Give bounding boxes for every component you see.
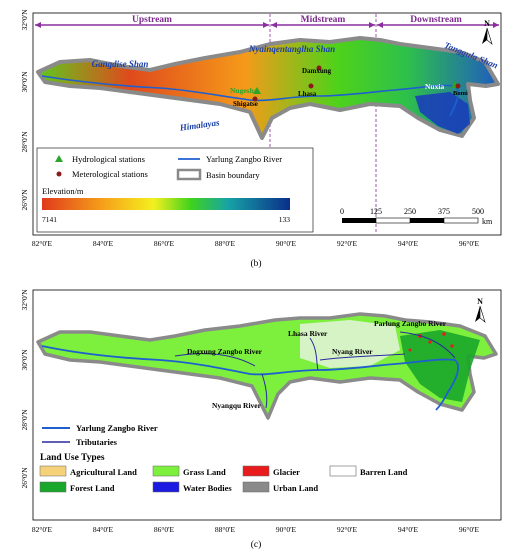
river-dogxung-label: Dogxung Zangbo River: [187, 347, 263, 356]
region-upstream-label: Upstream: [132, 15, 172, 25]
lon-label: 92°0'E: [337, 525, 358, 534]
glacier-swatch: [242, 465, 270, 477]
lon-label: 82°0'E: [32, 525, 53, 534]
caption-c: (c): [251, 539, 262, 550]
lon-label: 84°0'E: [93, 239, 114, 248]
river-nyang-label: Nyang River: [332, 347, 373, 356]
lon-label: 86°0'E: [154, 525, 175, 534]
region-downstream-label: Downstream: [410, 15, 462, 25]
lat-label: 28°0'N: [20, 131, 29, 153]
place-bomi-label: Bomi: [453, 90, 468, 97]
scale-unit: km: [482, 217, 493, 226]
legend-boundary-label: Basin boundary: [206, 170, 260, 180]
place-damxung-label: Damxung: [302, 67, 332, 75]
urban-swatch: [242, 481, 270, 493]
place-nuxia-label: Nuxia: [425, 82, 444, 91]
legend-river-label: Yarlung Zangbo River: [76, 423, 158, 433]
north-label: N: [477, 297, 483, 306]
scale-bar: [342, 217, 479, 224]
place-lhasa-label: Lhasa: [298, 90, 317, 98]
lon-label: 86°0'E: [154, 239, 175, 248]
lon-label: 88°0'E: [215, 525, 236, 534]
lon-label: 90°0'E: [276, 239, 297, 248]
lon-label: 96°0'E: [459, 239, 480, 248]
elevation-colorbar: [42, 198, 290, 210]
lon-label: 82°0'E: [32, 239, 53, 248]
legend-water-label: Water Bodies: [183, 483, 232, 493]
lon-label: 88°0'E: [215, 239, 236, 248]
caption-b: (b): [250, 258, 261, 269]
scale-tick-2: 250: [404, 207, 416, 216]
lat-label: 26°0'N: [20, 467, 29, 489]
station-markers: [252, 65, 461, 102]
lon-label: 94°0'E: [398, 239, 419, 248]
basin-elevation-area: [36, 36, 500, 140]
forest-swatch: [39, 481, 67, 493]
river-parlung-label: Parlung Zangbo River: [374, 319, 447, 328]
legend-elev-title: Elevation/m: [42, 186, 84, 196]
legend-met-label: Meterological stations: [72, 169, 148, 179]
panel-b-map: Upstream Midstream Downstream Gangdise S…: [20, 9, 502, 269]
legend-barren-label: Barren Land: [360, 467, 408, 477]
lat-label: 26°0'N: [20, 189, 29, 211]
north-arrow-icon: [475, 305, 486, 323]
north-arrow-icon: [482, 27, 493, 45]
hydro-station-icon: [55, 155, 63, 162]
met-station-icon: [56, 171, 62, 177]
boundary-legend-icon: [176, 168, 202, 181]
water-swatch: [152, 481, 180, 493]
grass-swatch: [152, 465, 180, 477]
place-shigatse-label: Shigatse: [233, 100, 258, 108]
legend-elev-max: 7141: [42, 215, 57, 224]
tributaries: [174, 331, 456, 409]
lat-label: 30°0'N: [20, 71, 29, 93]
legend-box: [36, 147, 314, 233]
scale-tick-0: 0: [340, 207, 344, 216]
legend-hydro-label: Hydrological stations: [72, 154, 145, 164]
lon-label: 94°0'E: [398, 525, 419, 534]
scale-tick-1: 125: [370, 207, 382, 216]
yarlung-zangbo-river: [41, 345, 459, 411]
lat-label: 30°0'N: [20, 349, 29, 371]
north-label: N: [484, 19, 490, 28]
lat-label: 28°0'N: [20, 409, 29, 431]
range-gangdise-label: Gangdise Shan: [92, 59, 149, 69]
region-midstream-label: Midstream: [301, 15, 346, 25]
legend-river-label: Yarlung Zangbo River: [206, 154, 282, 164]
legend-agri-label: Agricultural Land: [70, 467, 137, 477]
barren-swatch: [329, 465, 357, 477]
forest-patch: [400, 330, 480, 402]
panel-c-map: Parlung Zangbo River Lhasa River Dogxung…: [20, 289, 502, 550]
scale-tick-3: 375: [438, 207, 450, 216]
agri-swatch: [39, 465, 67, 477]
lat-label: 32°0'N: [20, 9, 29, 31]
legend-urban-label: Urban Land: [273, 483, 318, 493]
legend-elev-min: 133: [279, 215, 291, 224]
lon-label: 96°0'E: [459, 525, 480, 534]
lat-label: 32°0'N: [20, 289, 29, 311]
river-nyangqu-label: Nyangqu River: [212, 401, 262, 410]
range-nyainqentanglha-label: Nyainqentanglha Shan: [248, 44, 335, 54]
river-lhasa-label: Lhasa River: [288, 329, 328, 338]
legend-grass-label: Grass Land: [183, 467, 226, 477]
legend-forest-label: Forest Land: [70, 483, 115, 493]
lon-label: 90°0'E: [276, 525, 297, 534]
scale-tick-4: 500: [472, 207, 484, 216]
lon-label: 92°0'E: [337, 239, 358, 248]
lon-label: 84°0'E: [93, 525, 114, 534]
place-nugesha-label: Nugesha: [230, 86, 258, 95]
legend-landuse-title: Land Use Types: [40, 453, 105, 463]
legend-tributaries-label: Tributaries: [76, 437, 118, 447]
legend-glacier-label: Glacier: [273, 467, 300, 477]
